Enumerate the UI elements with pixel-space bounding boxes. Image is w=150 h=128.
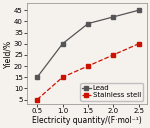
Lead bbox=[62, 43, 63, 44]
Lead bbox=[138, 9, 140, 11]
Lead bbox=[36, 76, 38, 78]
Stainless stell bbox=[36, 99, 38, 100]
Stainless stell bbox=[62, 76, 63, 78]
X-axis label: Electricity quantity/(F·mol⁻¹): Electricity quantity/(F·mol⁻¹) bbox=[32, 116, 142, 125]
Lead bbox=[112, 16, 114, 18]
Y-axis label: Yield/%: Yield/% bbox=[3, 40, 12, 68]
Stainless stell bbox=[112, 54, 114, 56]
Stainless stell bbox=[138, 43, 140, 44]
Legend: Lead, Stainless stell: Lead, Stainless stell bbox=[80, 83, 143, 100]
Line: Lead: Lead bbox=[35, 8, 141, 79]
Lead bbox=[87, 23, 89, 24]
Line: Stainless stell: Stainless stell bbox=[35, 42, 141, 102]
Stainless stell bbox=[87, 65, 89, 67]
